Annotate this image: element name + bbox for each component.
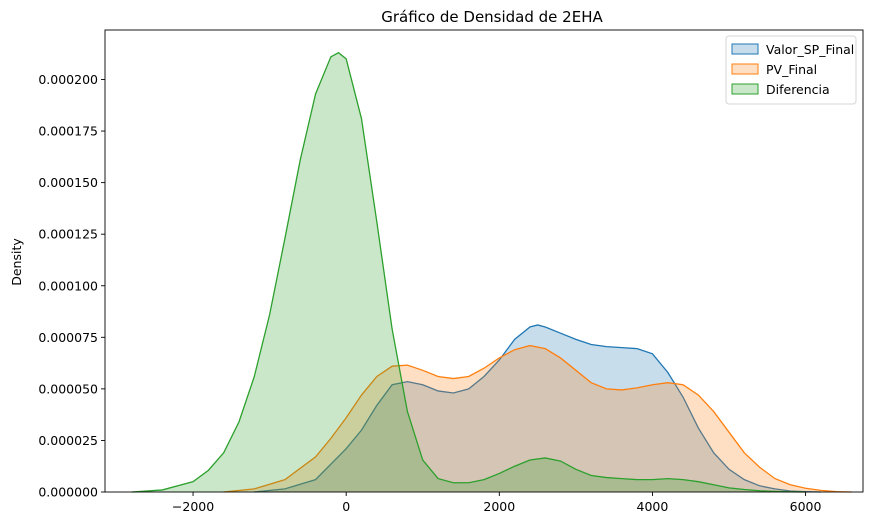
x-tick-label: 6000 — [790, 499, 822, 514]
ticks-layer: −2000 0 2000 4000 6000 0.000000 0.000025 0.0000… — [38, 72, 821, 514]
x-tick-label: 0 — [342, 499, 350, 514]
legend-label: Diferencia — [766, 82, 830, 97]
y-tick-label: 0.000175 — [38, 124, 98, 139]
y-tick-label: 0.000125 — [38, 227, 98, 242]
y-tick-label: 0.000025 — [38, 433, 98, 448]
series-area-valor-sp-final — [254, 324, 821, 492]
series-area-pv-final — [223, 345, 852, 492]
x-tick-label: 4000 — [637, 499, 669, 514]
y-tick-label: 0.000100 — [38, 278, 98, 293]
series-line-diferencia — [131, 51, 806, 493]
legend-swatch — [731, 83, 759, 95]
legend: Valor_SP_Final PV_Final Diferencia — [725, 35, 857, 105]
y-tick-label: 0.000075 — [38, 330, 98, 345]
legend-label: PV_Final — [766, 62, 817, 77]
chart-title: Gráfico de Densidad de 2EHA — [381, 8, 603, 26]
series-line-valor-sp-final — [254, 324, 821, 493]
plot-frame — [104, 29, 864, 493]
y-tick-label: 0.000000 — [38, 485, 98, 500]
y-tick-label: 0.000050 — [38, 381, 98, 396]
x-tick-label: 2000 — [483, 499, 515, 514]
y-tick-label: 0.000200 — [38, 72, 98, 87]
y-tick-label: 0.000150 — [38, 175, 98, 190]
legend-swatch — [731, 43, 759, 55]
series-layer — [131, 51, 852, 493]
y-axis-title: Density — [9, 238, 24, 286]
series-line-pv-final — [223, 344, 852, 493]
legend-label: Valor_SP_Final — [766, 42, 854, 57]
legend-swatch — [731, 63, 759, 75]
x-tick-label: −2000 — [172, 499, 214, 514]
